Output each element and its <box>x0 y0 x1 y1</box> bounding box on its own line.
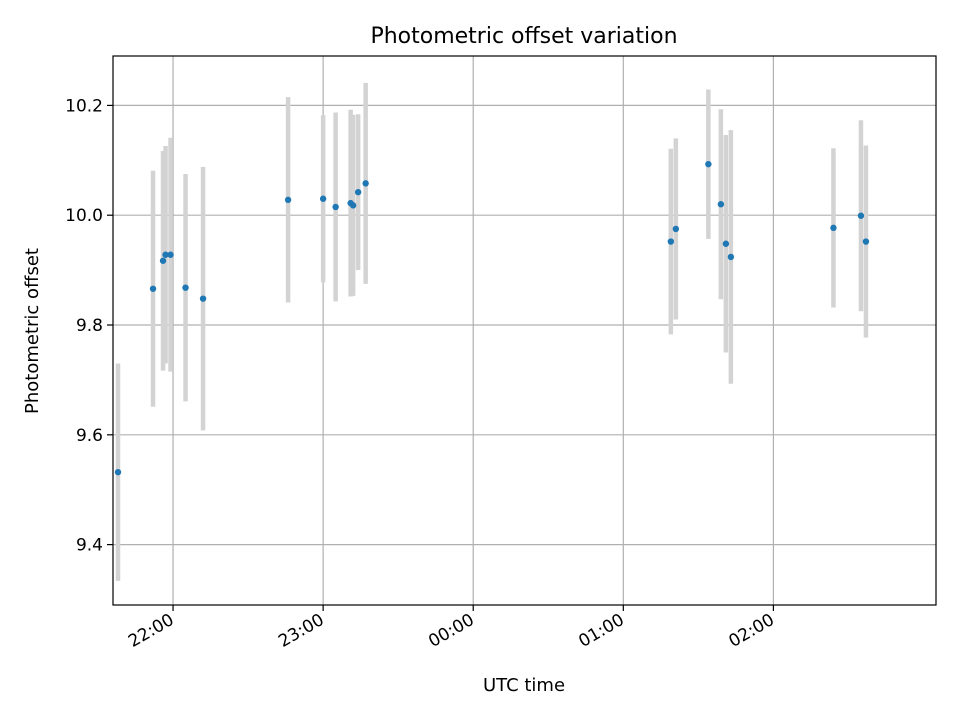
data-point <box>319 195 327 202</box>
data-points <box>114 160 870 476</box>
data-point <box>332 203 339 211</box>
data-point <box>349 202 357 209</box>
x-tick-label: 01:00 <box>575 610 627 652</box>
y-axis-ticks: 9.4 9.6 9.8 10.0 10.2 <box>65 96 113 556</box>
data-point <box>167 251 174 258</box>
grid-lines <box>113 56 936 605</box>
error-bars <box>115 82 869 581</box>
data-point <box>354 188 362 196</box>
x-tick-label: 23:00 <box>275 610 327 652</box>
data-point <box>717 201 725 208</box>
x-axis-ticks: 22:00 23:00 00:00 01:00 02:00 <box>125 605 778 652</box>
y-tick-label: 10.0 <box>65 206 103 226</box>
data-point <box>114 468 122 476</box>
y-tick-label: 10.2 <box>65 96 103 116</box>
y-tick-label: 9.4 <box>76 536 103 556</box>
y-tick-label: 9.8 <box>76 316 103 336</box>
data-point <box>199 295 207 302</box>
data-point <box>284 196 292 204</box>
x-tick-label: 22:00 <box>125 610 177 652</box>
data-point <box>857 212 865 219</box>
data-point <box>830 224 837 232</box>
y-axis-label: Photometric offset <box>22 248 43 414</box>
plot-frame <box>112 55 937 606</box>
chart-title: Photometric offset variation <box>370 24 677 49</box>
data-point <box>162 251 169 258</box>
data-point <box>672 225 680 233</box>
y-tick-label: 9.6 <box>76 426 103 446</box>
x-tick-label: 00:00 <box>425 610 477 652</box>
data-point <box>862 238 870 245</box>
x-axis-label: UTC time <box>483 675 565 696</box>
data-point <box>159 257 167 264</box>
data-point <box>149 285 157 292</box>
data-point <box>182 284 189 291</box>
data-point <box>705 160 712 168</box>
x-tick-label: 02:00 <box>725 610 777 652</box>
data-point <box>667 238 675 245</box>
data-point <box>722 240 730 247</box>
data-point <box>727 253 735 261</box>
data-point <box>362 180 369 187</box>
